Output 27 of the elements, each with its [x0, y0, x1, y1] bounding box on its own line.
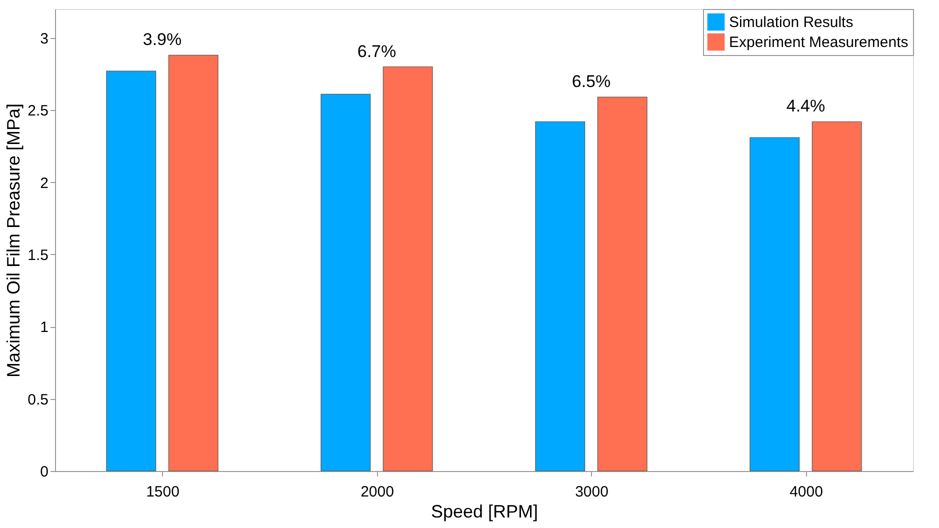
bar — [168, 54, 218, 472]
y-tick-label: 3 — [40, 30, 48, 48]
bar — [535, 121, 586, 472]
y-tick-label: 0.5 — [28, 391, 48, 408]
bar — [382, 66, 433, 472]
x-tick-label: 3000 — [575, 484, 608, 500]
bar — [106, 70, 156, 472]
x-tick-label: 2000 — [360, 484, 394, 500]
annotation: 6.7% — [357, 42, 396, 61]
bar — [812, 121, 862, 472]
legend-label: Simulation Results — [729, 14, 854, 31]
x-tick-label: 1500 — [146, 484, 180, 500]
annotation: 4.4% — [786, 96, 826, 116]
y-tick-label: 2.5 — [28, 102, 48, 120]
y-tick-label: 1.5 — [28, 246, 48, 264]
legend-label: Experiment Measurements — [729, 34, 908, 51]
bar — [750, 137, 800, 472]
y-axis-title: Maximum Oil Film Preasure [MPa] — [4, 103, 24, 378]
annotation: 6.5% — [572, 72, 611, 92]
x-axis-title: Speed [RPM] — [430, 502, 538, 522]
annotation: 3.9% — [142, 30, 182, 50]
bar — [320, 94, 371, 472]
x-tick-label: 4000 — [790, 484, 823, 500]
bar — [597, 96, 648, 472]
y-tick-label: 1 — [40, 319, 48, 336]
y-tick-label: 2 — [40, 174, 48, 192]
y-tick-label: 0 — [40, 464, 48, 480]
